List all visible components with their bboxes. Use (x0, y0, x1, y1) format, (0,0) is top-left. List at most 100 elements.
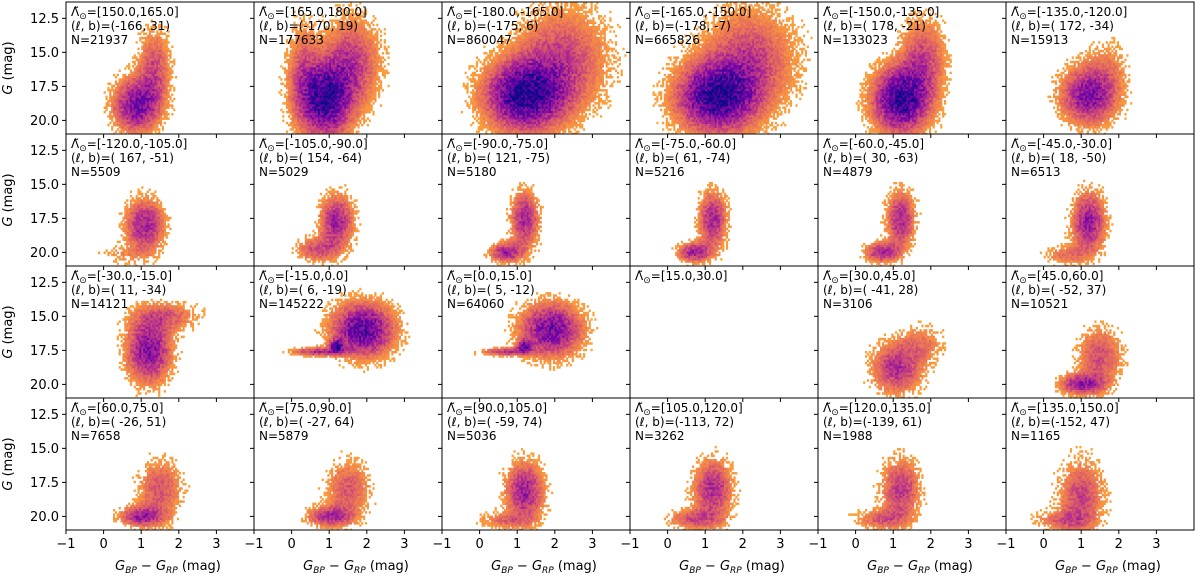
density-bin (517, 108, 520, 112)
density-bin (334, 43, 338, 46)
density-bin (304, 52, 307, 55)
density-bin (126, 104, 129, 107)
density-bin (509, 89, 512, 92)
density-bin (329, 54, 332, 57)
density-bin (148, 78, 151, 81)
density-bin (500, 132, 503, 134)
density-bin (332, 62, 336, 66)
density-bin (336, 34, 339, 38)
density-bin (483, 69, 486, 72)
density-bin (504, 45, 507, 49)
density-bin (372, 19, 375, 22)
density-bin (295, 102, 298, 105)
density-bin (293, 115, 296, 118)
density-bin (118, 86, 121, 90)
density-bin (357, 119, 360, 123)
density-bin (135, 71, 138, 75)
density-bin (342, 19, 345, 22)
density-bin (498, 45, 501, 49)
density-bin (336, 121, 339, 125)
density-bin (319, 130, 322, 133)
density-bin (336, 28, 339, 31)
density-bin (310, 99, 313, 103)
density-bin (287, 60, 291, 64)
density-bin (165, 115, 168, 118)
density-bin (332, 130, 336, 133)
density-bin (141, 58, 144, 62)
density-bin (308, 108, 311, 112)
density-bin (295, 58, 298, 62)
density-bin (370, 104, 373, 107)
density-bin (156, 49, 159, 53)
density-bin (302, 73, 306, 77)
density-bin (299, 102, 302, 105)
density-bin (304, 32, 307, 35)
density-bin (359, 115, 362, 118)
density-bin (522, 117, 526, 120)
density-bin (141, 60, 144, 64)
density-bin (509, 52, 512, 55)
density-bin (169, 60, 172, 64)
density-bin (331, 69, 334, 72)
density-bin (487, 67, 490, 70)
density-bin (327, 128, 330, 131)
density-bin (507, 113, 510, 116)
density-bin (496, 121, 499, 125)
density-bin (366, 95, 369, 99)
density-bin (524, 58, 527, 62)
density-bin (344, 82, 347, 86)
density-bin (336, 130, 339, 133)
density-bin (144, 52, 148, 55)
density-bin (297, 80, 300, 83)
density-bin (496, 67, 499, 70)
density-bin (361, 106, 364, 109)
density-bin (291, 119, 294, 123)
density-bin (116, 73, 119, 77)
density-bin (297, 58, 300, 62)
density-bin (494, 97, 497, 101)
density-bin (321, 89, 324, 92)
density-bin (327, 126, 330, 129)
density-bin (338, 99, 341, 103)
density-bin (355, 91, 358, 94)
density-bin (301, 132, 304, 134)
density-bin (150, 117, 153, 120)
density-bin (306, 52, 309, 55)
density-bin (349, 106, 353, 109)
density-bin (342, 39, 345, 42)
density-bin (116, 95, 119, 99)
density-bin (505, 67, 509, 70)
density-bin (376, 52, 379, 55)
density-bin (173, 97, 176, 101)
density-bin (511, 62, 514, 66)
density-bin (332, 99, 336, 103)
density-bin (287, 58, 291, 62)
density-bin (120, 104, 123, 107)
density-bin (498, 86, 501, 90)
density-bin (498, 62, 501, 66)
density-bin (287, 54, 291, 57)
density-bin (355, 15, 358, 18)
density-bin (163, 86, 166, 90)
density-bin (511, 91, 514, 94)
density-bin (524, 65, 527, 68)
density-bin (520, 121, 524, 125)
density-bin (299, 113, 302, 116)
density-bin (519, 52, 522, 55)
density-bin (317, 19, 321, 22)
density-bin (124, 89, 127, 92)
density-bin (289, 60, 292, 64)
density-bin (158, 28, 161, 31)
density-bin (342, 34, 345, 38)
density-bin (496, 60, 499, 64)
density-bin (150, 65, 153, 68)
density-bin (291, 108, 294, 112)
density-bin (148, 45, 151, 49)
density-bin (301, 99, 304, 103)
density-bin (120, 86, 123, 90)
density-bin (353, 99, 356, 103)
density-bin (113, 84, 116, 88)
density-bin (317, 119, 321, 123)
density-bin (385, 47, 388, 51)
density-bin (530, 78, 533, 81)
